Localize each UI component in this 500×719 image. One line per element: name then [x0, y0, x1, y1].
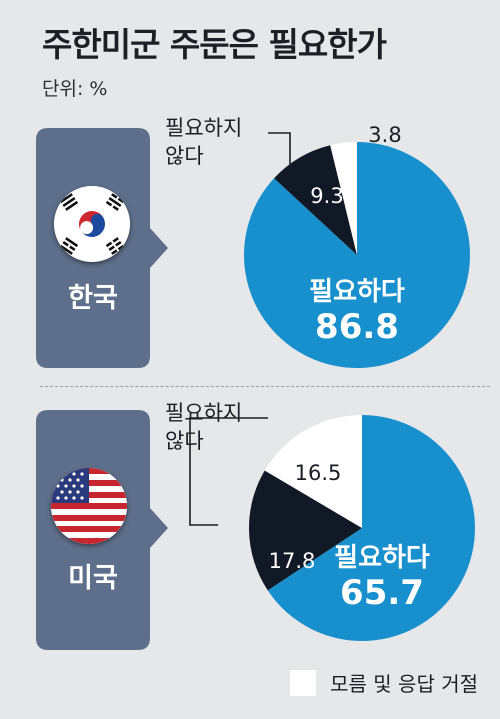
value-label-no-answer-usa: 16.5 [295, 461, 342, 485]
chart-title: 주한미군 주둔은 필요한가 [42, 25, 387, 64]
callout-not-necessary-korea-line2: 않다 [165, 144, 204, 168]
callout-not-necessary-korea-line1: 필요하지 [165, 116, 242, 140]
value-label-necessary-korea: 86.8 [315, 307, 399, 347]
country-label-usa: 미국 [68, 563, 118, 594]
south-korea-flag-icon [54, 186, 130, 262]
legend-label: 모름 및 응답 거절 [330, 672, 478, 696]
leader-line-usa [189, 417, 268, 526]
country-label-korea: 한국 [68, 283, 118, 314]
legend: 모름 및 응답 거절 [290, 668, 478, 697]
section-divider [40, 386, 490, 387]
legend-swatch-no-answer [290, 669, 317, 696]
value-label-not-necessary-korea: 9.3 [310, 184, 343, 208]
slice-necessary-usa [267, 415, 475, 641]
slice-no-answer-usa [264, 415, 362, 528]
slice-no-answer-korea [330, 142, 357, 255]
value-label-no-answer-korea: 3.8 [368, 123, 401, 147]
category-label-necessary-korea: 필요하다 [309, 277, 405, 307]
value-label-not-necessary-usa: 17.8 [269, 549, 316, 573]
value-label-necessary-usa: 65.7 [340, 573, 424, 613]
category-label-necessary-usa: 필요하다 [334, 543, 430, 573]
usa-flag-icon [51, 468, 127, 544]
callout-not-necessary-usa-line1: 필요하지 [165, 401, 242, 425]
callout-not-necessary-usa-line2: 않다 [165, 429, 204, 453]
slice-not-necessary-usa [249, 470, 362, 591]
slice-not-necessary-korea [274, 145, 357, 255]
unit-label: 단위: % [42, 78, 108, 100]
leader-line-korea [268, 132, 291, 166]
